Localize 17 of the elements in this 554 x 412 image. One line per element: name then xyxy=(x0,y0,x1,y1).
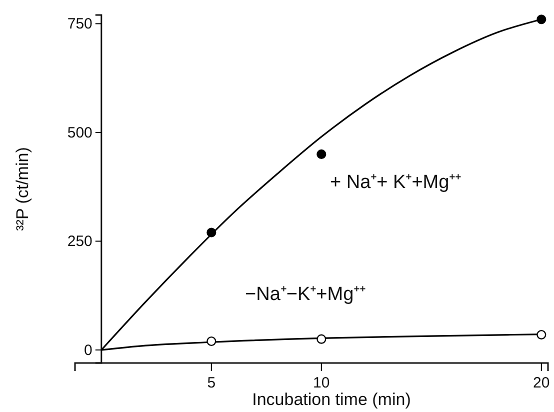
point xyxy=(536,330,546,340)
point xyxy=(316,149,326,159)
x-axis-title: Incubation time (min) xyxy=(252,390,411,409)
series-label: −Na⁺−K⁺+Mg⁺⁺ xyxy=(245,284,366,305)
y-tick-label: 750 xyxy=(67,16,92,32)
series-label: + Na⁺+ K⁺+Mg⁺⁺ xyxy=(330,172,462,193)
point xyxy=(536,14,546,24)
point xyxy=(206,336,216,346)
x-tick-label: 5 xyxy=(207,374,216,392)
x-tick-label: 20 xyxy=(533,374,550,392)
point xyxy=(316,334,326,344)
y-tick-label: 250 xyxy=(67,233,92,250)
y-axis-title: ³²P (ct/min) xyxy=(13,147,32,231)
point xyxy=(206,228,216,238)
y-tick-label: 500 xyxy=(67,124,92,142)
x-tick-label: 10 xyxy=(313,374,330,392)
y-tick-label: 0 xyxy=(84,342,92,359)
